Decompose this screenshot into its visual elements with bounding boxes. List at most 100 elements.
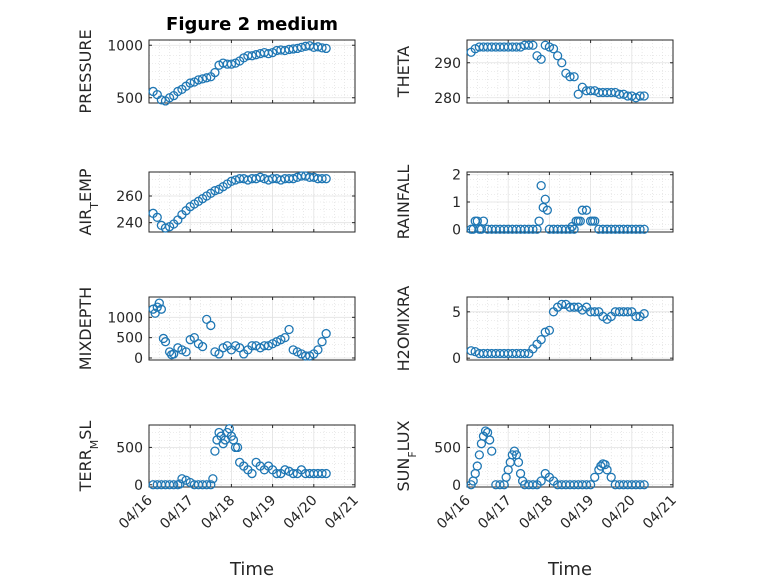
data-point [590, 216, 600, 226]
data-point [197, 74, 208, 84]
data-point [470, 468, 480, 479]
data-point [193, 75, 204, 85]
y-tick-label: 500 [116, 91, 143, 107]
data-point [156, 304, 167, 314]
data-point [524, 40, 534, 50]
data-point [255, 172, 265, 182]
axes-box [148, 171, 356, 233]
axes-box [466, 296, 674, 361]
data-point [565, 72, 575, 82]
data-point [495, 480, 505, 490]
data-point [156, 95, 167, 105]
data-point [575, 216, 585, 226]
x-tick-label: 04/18 [198, 493, 238, 533]
data-point [160, 223, 171, 233]
figure-title: Figure 2 medium [166, 14, 338, 35]
x-tick-label: 04/20 [599, 493, 639, 533]
data-point [472, 216, 482, 226]
x-tick-label: 04/20 [281, 493, 321, 533]
data-point [528, 40, 538, 50]
subplot-rainfall: 0 1 2 RAINFALL [394, 165, 674, 240]
data-point [639, 91, 649, 101]
data-point [317, 43, 327, 53]
data-point [474, 450, 485, 460]
data-point [160, 337, 171, 347]
x-axis-label: Time [229, 559, 274, 580]
data-point [177, 474, 187, 484]
data-point [259, 341, 270, 351]
data-point [577, 205, 588, 215]
subplot-pressure: 500 1000 PRESSURE [76, 29, 356, 114]
subplot-air-temp: 240 260 AIRTEMP [76, 168, 356, 236]
x-tick-label: 04/19 [240, 493, 280, 533]
data-point [313, 345, 323, 355]
y-axis-label: SUNFLUX [394, 420, 419, 491]
data-point [600, 459, 610, 470]
data-point [520, 348, 530, 359]
y-tick-label: 290 [434, 56, 461, 72]
data-point [532, 224, 542, 234]
data-point [639, 480, 649, 490]
data-point [585, 480, 596, 490]
data-point [485, 435, 495, 445]
data-point [210, 446, 220, 456]
x-tick-label: 04/17 [475, 493, 515, 533]
data-point [476, 224, 487, 234]
data-point [169, 480, 179, 490]
data-point [631, 311, 641, 322]
y-axis-label: H2OMIXRA [394, 286, 413, 372]
data-point [202, 480, 212, 490]
data-point [581, 205, 592, 215]
data-point [317, 468, 327, 479]
data-point [569, 302, 579, 312]
data-point [247, 468, 257, 479]
data-point [247, 51, 257, 61]
data-point [206, 320, 216, 331]
y-axis-label: RAINFALL [394, 165, 413, 240]
data-point [263, 49, 274, 59]
y-tick-label: 5 [452, 305, 461, 321]
data-point [544, 42, 555, 52]
data-point [557, 299, 567, 310]
data-point [232, 442, 243, 453]
y-axis-label: TERRMSL [76, 421, 101, 493]
data-point [557, 58, 567, 68]
data-point [226, 59, 237, 69]
x-tick-label: 04/21 [640, 493, 680, 533]
data-point [208, 474, 218, 484]
subplot-h2omixra: 0 5 H2OMIXRA [394, 286, 674, 372]
data-point [635, 224, 645, 234]
axes-box [148, 424, 356, 488]
data-point [292, 43, 302, 54]
x-tick-label: 04/17 [157, 493, 197, 533]
data-point [284, 324, 294, 335]
data-point [513, 457, 524, 467]
data-point [321, 468, 331, 479]
data-point [226, 176, 237, 186]
data-point [472, 461, 482, 471]
y-tick-label: 280 [434, 91, 461, 107]
data-point [573, 89, 583, 99]
data-point [280, 332, 290, 343]
data-point [202, 73, 212, 83]
data-point [639, 309, 649, 319]
data-point [505, 457, 515, 467]
data-point [321, 43, 331, 54]
data-point [623, 307, 633, 317]
data-point [487, 446, 497, 456]
data-point [606, 472, 616, 482]
data-point [501, 472, 511, 482]
y-tick-label: 1000 [107, 38, 143, 54]
data-point [536, 180, 546, 191]
y-tick-label: 1 [452, 195, 461, 211]
x-tick-label: 04/18 [516, 493, 556, 533]
data-point [552, 51, 563, 61]
data-point [536, 54, 546, 64]
data-point [317, 337, 327, 347]
subplot-sun-flux: 0 500 SUNFLUX 04/16 04/17 04/18 04/19 04/20 04/2… [394, 420, 680, 580]
data-point [548, 44, 559, 54]
subplot-mixdepth: 0 500 1000 MIXDEPTH [76, 287, 356, 370]
data-point [321, 328, 331, 339]
axes-box [466, 424, 674, 488]
